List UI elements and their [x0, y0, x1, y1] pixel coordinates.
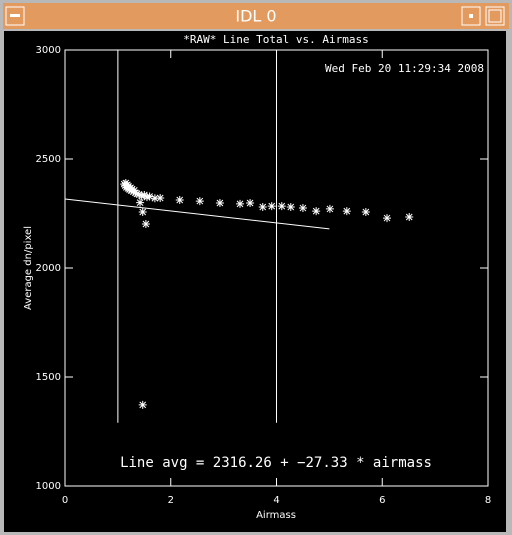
point	[405, 212, 414, 221]
y-tick-label: 3000	[36, 45, 61, 56]
point	[145, 192, 154, 201]
point	[277, 202, 286, 211]
point	[137, 192, 146, 201]
y-tick-label: 2500	[36, 154, 61, 165]
point	[135, 190, 144, 199]
plot-canvas	[4, 31, 506, 532]
point	[325, 204, 334, 213]
point	[142, 193, 151, 202]
maximize-button[interactable]	[485, 6, 505, 26]
fit-line	[64, 198, 330, 230]
y-tick-label: 1000	[36, 481, 61, 492]
point	[128, 185, 137, 194]
point	[361, 207, 370, 216]
x-tick-label: 8	[485, 495, 491, 506]
menu-icon	[10, 14, 20, 17]
y-tick-label: 2000	[36, 263, 61, 274]
point	[136, 198, 145, 207]
y-tick-label: 1500	[36, 372, 61, 383]
chart-title: *RAW* Line Total vs. Airmass	[183, 33, 368, 46]
point	[130, 186, 139, 195]
fit-annotation: Line avg = 2316.26 + −27.33 * airmass	[120, 455, 432, 471]
point	[312, 207, 321, 216]
y-axis-label: Average dn/pixel	[23, 226, 34, 310]
point	[246, 199, 255, 208]
point	[267, 202, 276, 211]
point	[258, 202, 267, 211]
x-tick-label: 6	[379, 495, 385, 506]
point	[150, 194, 159, 203]
point	[195, 197, 204, 206]
point	[236, 199, 245, 208]
point	[141, 219, 150, 228]
point	[138, 207, 147, 216]
timestamp: Wed Feb 20 11:29:34 2008	[325, 62, 484, 75]
point	[138, 400, 147, 409]
point	[215, 199, 224, 208]
title-bar	[3, 3, 509, 29]
x-tick-label: 0	[62, 495, 68, 506]
point	[383, 214, 392, 223]
point	[156, 194, 165, 203]
x-tick-label: 2	[168, 495, 174, 506]
x-tick-label: 4	[273, 495, 279, 506]
maximize-icon	[488, 9, 502, 23]
minimize-icon	[469, 14, 473, 18]
point	[298, 204, 307, 213]
point	[175, 195, 184, 204]
x-axis-label: Airmass	[256, 510, 296, 521]
window-title: IDL 0	[235, 7, 276, 26]
point	[342, 207, 351, 216]
point	[286, 202, 295, 211]
